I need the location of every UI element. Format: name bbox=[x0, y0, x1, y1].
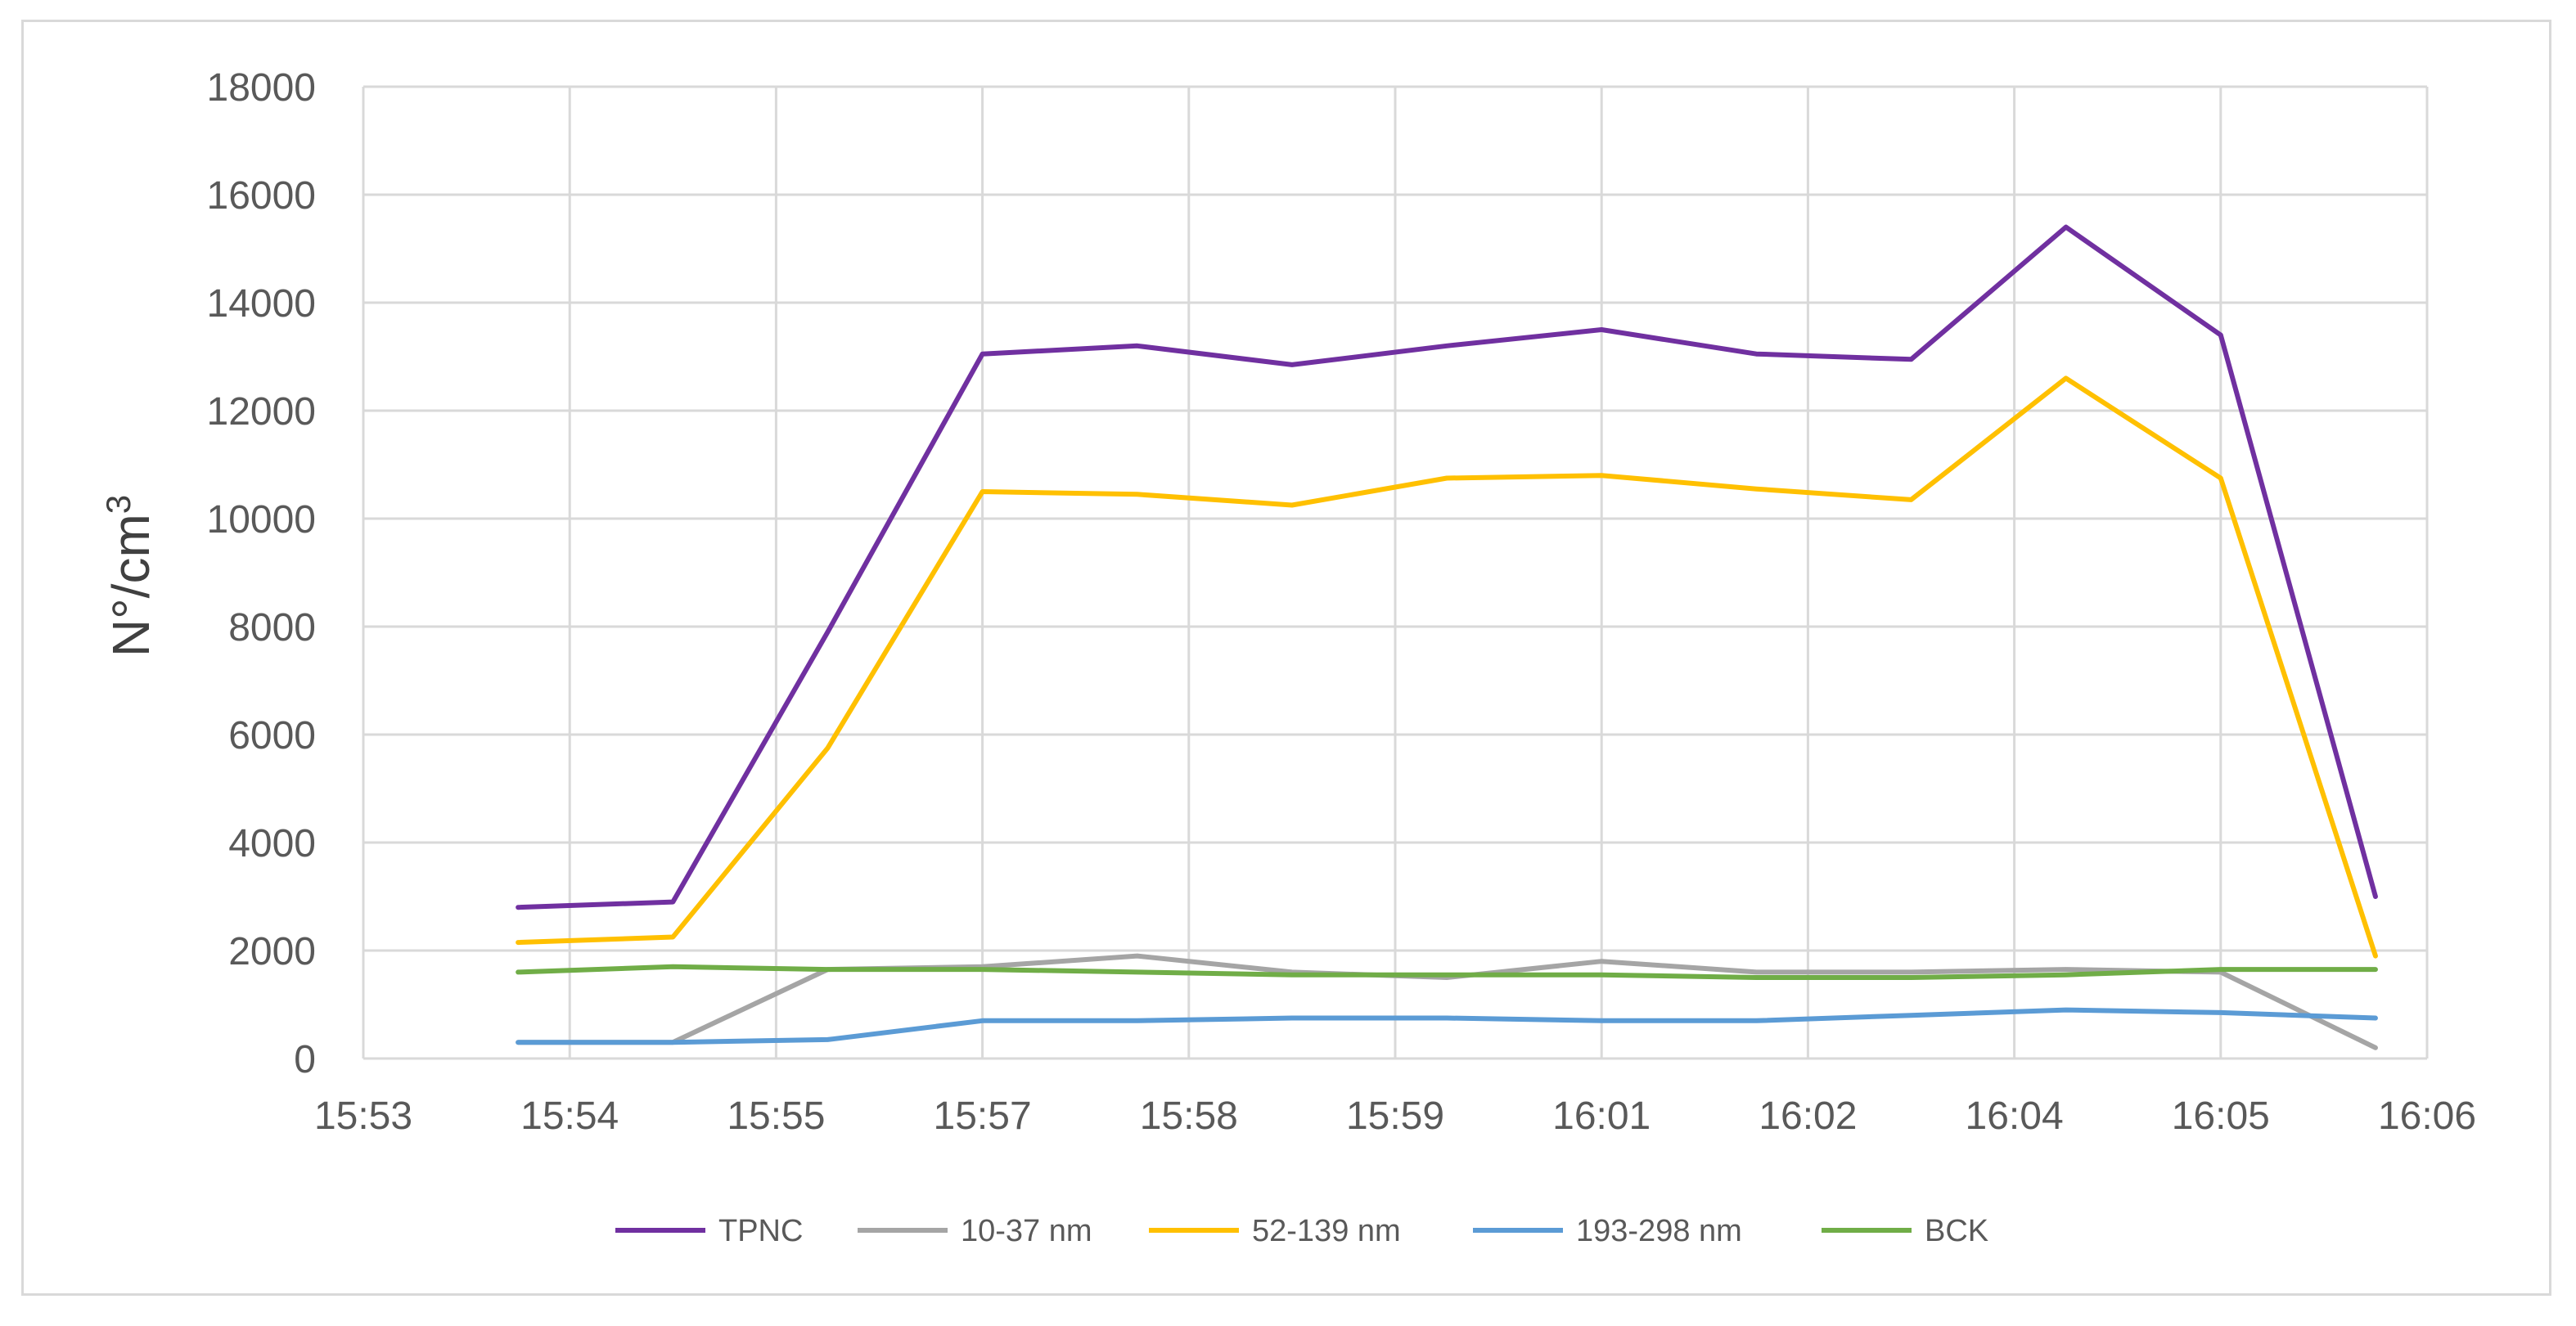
y-tick-label: 10000 bbox=[207, 498, 316, 542]
legend-label: TPNC bbox=[718, 1214, 803, 1248]
x-tick-label: 16:01 bbox=[1552, 1095, 1651, 1138]
chart-frame bbox=[21, 20, 2551, 1296]
legend-item: 52-139 nm bbox=[1149, 1214, 1401, 1248]
legend-label: 10-37 nm bbox=[961, 1214, 1092, 1248]
legend-item: 10-37 nm bbox=[858, 1214, 1092, 1248]
y-axis-label: N°/cm3 bbox=[99, 495, 161, 657]
vertical-gridlines bbox=[362, 87, 2429, 1059]
y-tick-label: 4000 bbox=[228, 822, 316, 865]
x-tick-label: 16:02 bbox=[1759, 1095, 1857, 1138]
x-tick-label: 16:06 bbox=[2378, 1095, 2476, 1138]
legend-label: BCK bbox=[1925, 1214, 1988, 1248]
x-tick-label: 15:53 bbox=[314, 1095, 412, 1138]
x-tick-label: 16:04 bbox=[1966, 1095, 2064, 1138]
x-tick-label: 16:05 bbox=[2172, 1095, 2270, 1138]
series-line-193-298-nm bbox=[516, 1007, 2378, 1045]
y-tick-label: 0 bbox=[294, 1038, 316, 1081]
series-line-52-139-nm bbox=[516, 375, 2378, 959]
legend-item: BCK bbox=[1822, 1214, 1988, 1248]
y-tick-label: 8000 bbox=[228, 606, 316, 650]
legend: TPNC 10-37 nm 52-139 nm 193-298 nm BCK bbox=[615, 1214, 1988, 1248]
x-axis-ticks: 15:53 15:54 15:55 15:57 15:58 15:59 16:01 16:02… bbox=[314, 1095, 2476, 1138]
y-axis-ticks: 0 2000 4000 6000 8000 10000 12000 14000 16000 180… bbox=[207, 66, 316, 1081]
series-line-tpnc bbox=[516, 224, 2378, 910]
y-tick-label: 16000 bbox=[207, 174, 316, 218]
legend-item: TPNC bbox=[615, 1214, 803, 1248]
series-lines bbox=[516, 224, 2378, 1050]
x-tick-label: 15:54 bbox=[520, 1095, 619, 1138]
y-tick-label: 2000 bbox=[228, 930, 316, 973]
legend-label: 193-298 nm bbox=[1576, 1214, 1742, 1248]
y-tick-label: 14000 bbox=[207, 282, 316, 326]
x-tick-label: 15:58 bbox=[1140, 1095, 1238, 1138]
series-line-bck bbox=[516, 964, 2378, 980]
y-tick-label: 6000 bbox=[228, 714, 316, 757]
x-tick-label: 15:57 bbox=[934, 1095, 1032, 1138]
x-tick-label: 15:59 bbox=[1346, 1095, 1444, 1138]
legend-label: 52-139 nm bbox=[1252, 1214, 1401, 1248]
y-tick-label: 18000 bbox=[207, 66, 316, 110]
y-axis-label-superscript: 3 bbox=[99, 495, 137, 514]
x-tick-label: 15:55 bbox=[727, 1095, 825, 1138]
y-tick-label: 12000 bbox=[207, 390, 316, 434]
legend-item: 193-298 nm bbox=[1473, 1214, 1742, 1248]
